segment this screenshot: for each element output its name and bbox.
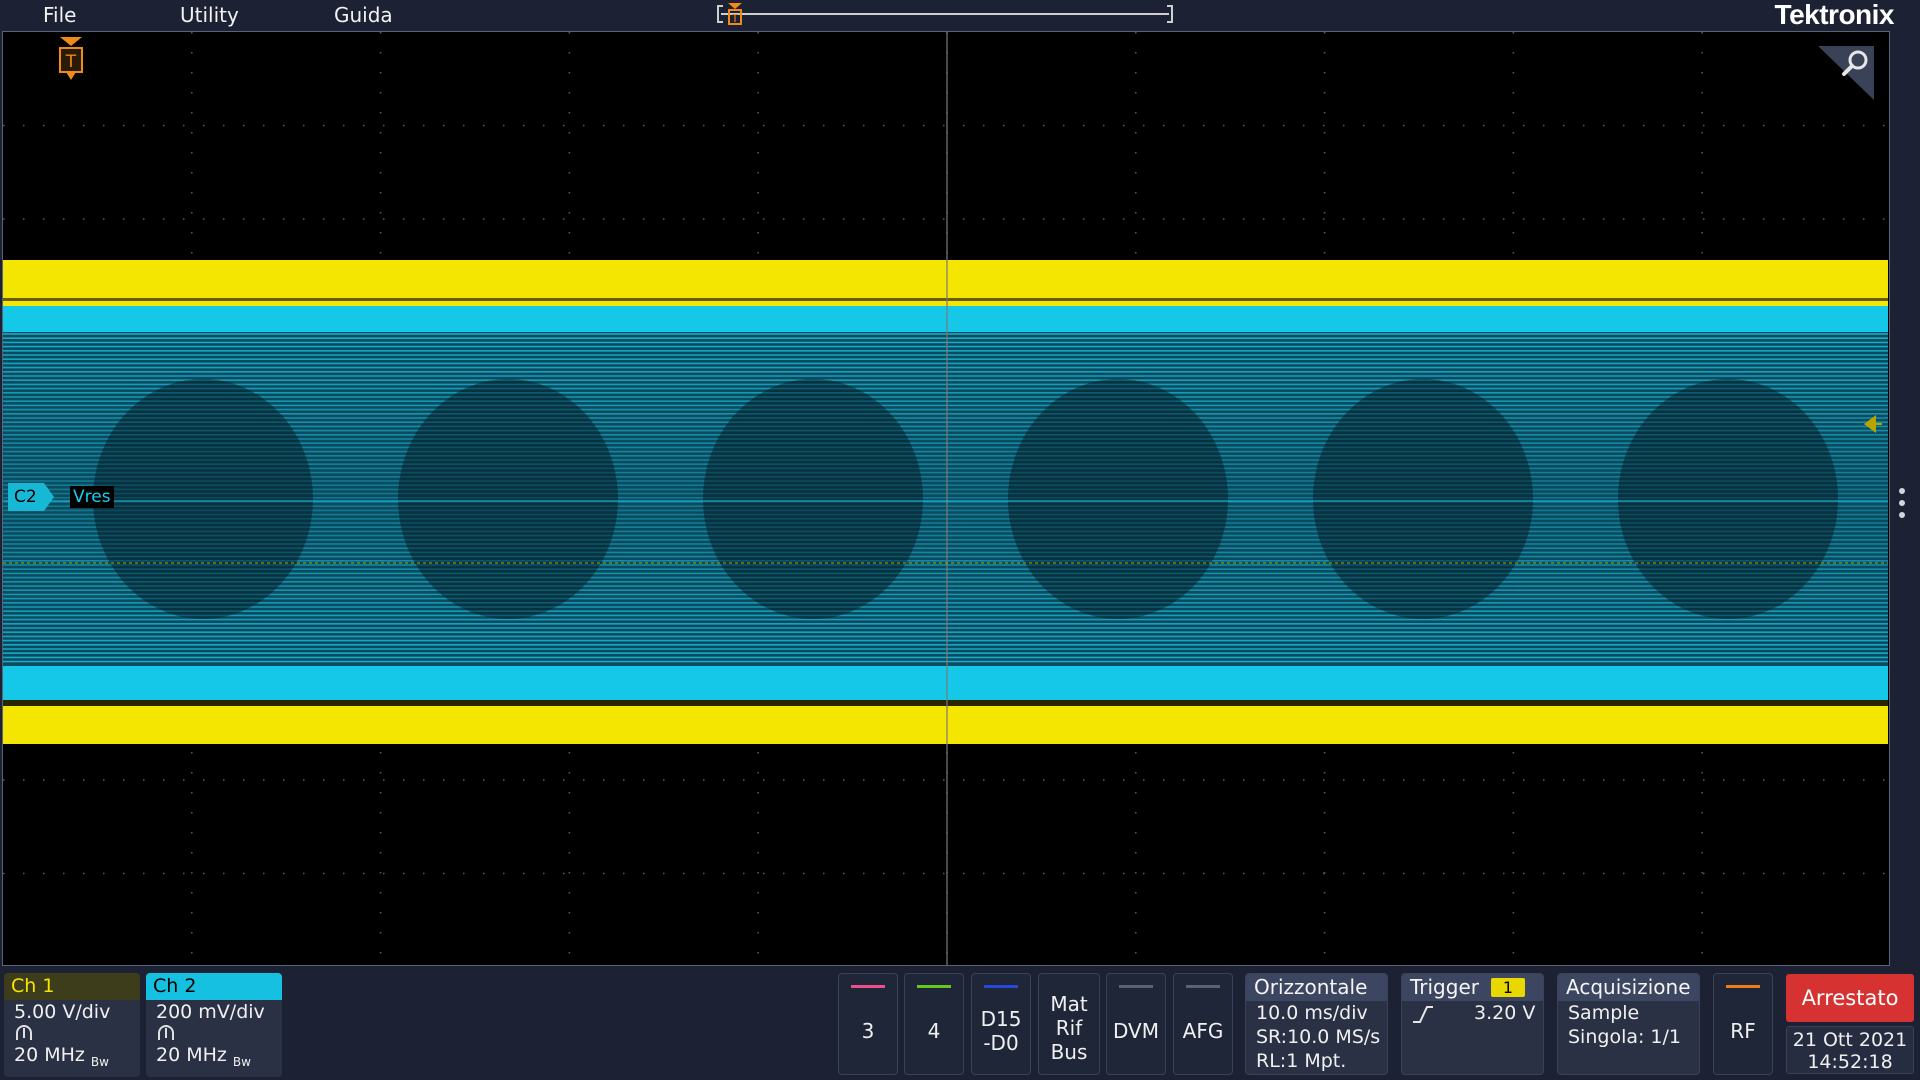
menu-utility[interactable]: Utility: [180, 3, 239, 27]
add-digital-label: D15 -D0: [980, 1007, 1022, 1055]
ch2-upper-band: [3, 306, 1888, 332]
ch2-bandwidth: 20 MHz: [156, 1044, 227, 1066]
ch2-striations: [3, 333, 1888, 663]
add-ch3-label: 3: [861, 1019, 875, 1043]
record-view-bar[interactable]: T: [717, 3, 1173, 25]
ch1-bw-suffix: Bw: [90, 1054, 109, 1069]
trigger-badge[interactable]: Trigger 1 3.20 V: [1401, 973, 1544, 1075]
ch2-bw-suffix: Bw: [232, 1054, 251, 1069]
trigger-title: Trigger: [1410, 975, 1479, 999]
horizontal-title: Orizzontale: [1246, 974, 1387, 1001]
waveform-canvas: [3, 32, 1889, 965]
ch2-scale: 200 mV/div: [156, 1001, 265, 1023]
ch2-title: Ch 2: [146, 973, 282, 1000]
horizontal-scale: 10.0 ms/div: [1256, 1002, 1368, 1024]
ch2-badge[interactable]: Ch 2 200 mV/div 20 MHz Bw: [146, 973, 282, 1077]
probe-icon: [146, 1024, 282, 1043]
run-stop-button[interactable]: Arrestato: [1786, 974, 1914, 1022]
acquisition-title: Acquisizione: [1558, 974, 1699, 1001]
rf-button[interactable]: RF: [1713, 973, 1773, 1075]
waveform-display[interactable]: [2, 31, 1890, 966]
add-math-ref-bus-label: Mat Rif Bus: [1050, 992, 1088, 1064]
menu-help[interactable]: Guida: [334, 3, 393, 27]
zoom-icon[interactable]: [1816, 44, 1876, 100]
trigger-level-icon[interactable]: [1862, 413, 1882, 435]
afg-label: AFG: [1182, 1019, 1224, 1043]
dvm-label: DVM: [1113, 1019, 1159, 1043]
add-ch3-button[interactable]: 3: [838, 973, 898, 1075]
svg-text:T: T: [65, 52, 77, 72]
menu-file[interactable]: File: [43, 3, 77, 27]
add-math-ref-bus-button[interactable]: Mat Rif Bus: [1038, 973, 1100, 1075]
horizontal-badge[interactable]: Orizzontale 10.0 ms/div SR:10.0 MS/s RL:…: [1245, 973, 1388, 1075]
ch2-modulation-lobes: [93, 379, 1838, 619]
trigger-level: 3.20 V: [1474, 1002, 1536, 1024]
dvm-button[interactable]: DVM: [1106, 973, 1166, 1075]
ch1-lower-band: [3, 706, 1888, 744]
ch1-title: Ch 1: [4, 973, 140, 1000]
acquisition-single: Singola: 1/1: [1568, 1026, 1682, 1048]
rising-edge-icon: [1413, 1006, 1433, 1023]
menu-bar: File Utility Guida T Tektronix: [0, 0, 1920, 30]
svg-text:T: T: [731, 12, 739, 25]
ch1-scale: 5.00 V/div: [14, 1001, 111, 1023]
brand-logo: Tektronix: [1774, 0, 1895, 30]
acquisition-badge[interactable]: Acquisizione Sample Singola: 1/1: [1557, 973, 1700, 1075]
trigger-position-icon[interactable]: T: [56, 36, 86, 82]
afg-button[interactable]: AFG: [1173, 973, 1233, 1075]
ch1-bandwidth: 20 MHz: [14, 1044, 85, 1066]
settings-bar: Ch 1 5.00 V/div 20 MHz Bw Ch 2 200 mV/di…: [0, 967, 1920, 1080]
record-trigger-marker-icon: T: [728, 3, 742, 25]
ch2-tag: C2: [8, 483, 54, 511]
sample-rate: SR:10.0 MS/s: [1256, 1026, 1381, 1048]
acquisition-mode: Sample: [1568, 1002, 1640, 1024]
date: 21 Ott 2021: [1792, 1029, 1908, 1051]
ch1-upper-edge: [3, 298, 1888, 301]
add-ch4-button[interactable]: 4: [904, 973, 964, 1075]
ch1-badge[interactable]: Ch 1 5.00 V/div 20 MHz Bw: [4, 973, 140, 1077]
ch2-waveform-label[interactable]: Vres: [70, 486, 114, 508]
time: 14:52:18: [1807, 1051, 1893, 1073]
trigger-source: 1: [1491, 978, 1525, 997]
add-ch4-label: 4: [927, 1019, 941, 1043]
ch2-lower-band: [3, 666, 1888, 700]
add-digital-button[interactable]: D15 -D0: [971, 973, 1031, 1075]
date-time-display[interactable]: 21 Ott 2021 14:52:18: [1786, 1026, 1914, 1074]
record-length: RL:1 Mpt.: [1256, 1050, 1347, 1072]
probe-icon: [4, 1024, 140, 1043]
ch1-lower-edge: [3, 700, 1888, 706]
rf-label: RF: [1730, 1019, 1756, 1043]
more-options-icon[interactable]: [1898, 488, 1906, 528]
